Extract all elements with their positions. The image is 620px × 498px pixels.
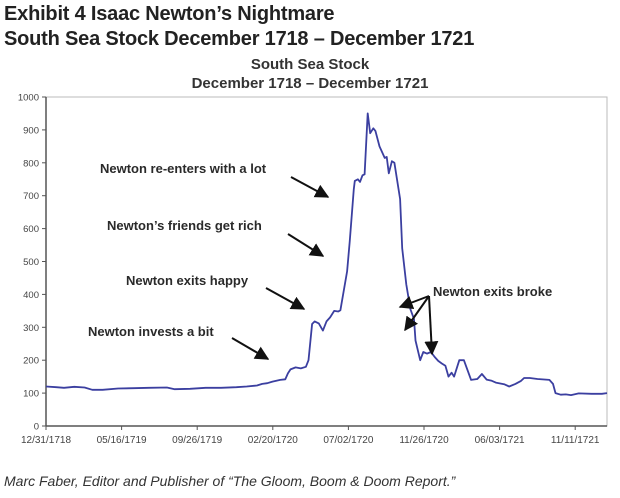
annotation-reenters: Newton re-enters with a lot bbox=[100, 161, 267, 176]
annotation-invests: Newton invests a bit bbox=[88, 324, 214, 339]
x-tick-label: 05/16/1719 bbox=[97, 435, 147, 446]
y-tick-label: 200 bbox=[23, 356, 39, 367]
annotation-exits-happy: Newton exits happy bbox=[126, 273, 249, 288]
y-tick-label: 500 bbox=[23, 257, 39, 268]
y-tick-label: 900 bbox=[23, 125, 39, 136]
y-tick-label: 700 bbox=[23, 191, 39, 202]
x-tick-label: 11/26/1720 bbox=[399, 435, 449, 446]
y-tick-label: 100 bbox=[23, 389, 39, 400]
plot-area bbox=[45, 96, 608, 427]
arrow-icon bbox=[424, 295, 439, 356]
y-tick-label: 0 bbox=[34, 422, 39, 433]
exhibit-subtitle: South Sea Stock December 1718 – December… bbox=[4, 28, 475, 50]
x-tick-label: 09/26/1719 bbox=[172, 435, 222, 446]
price-line bbox=[45, 112, 608, 396]
y-axis: 0 100 200 300 400 500 600 700 800 900 1000 bbox=[18, 93, 47, 433]
annotation-exits-broke: Newton exits broke bbox=[433, 284, 552, 299]
y-tick-label: 300 bbox=[23, 323, 39, 334]
y-tick-label: 800 bbox=[23, 158, 39, 169]
y-tick-label: 1000 bbox=[18, 93, 39, 104]
annotation-friends-rich: Newton’s friends get rich bbox=[107, 218, 262, 233]
arrow-icon bbox=[404, 295, 430, 332]
source-caption: Marc Faber, Editor and Publisher of “The… bbox=[4, 473, 456, 489]
arrow-icon bbox=[290, 176, 330, 198]
annotations: Newton invests a bit Newton exits happy … bbox=[88, 161, 552, 360]
arrow-icon bbox=[265, 287, 306, 310]
x-tick-label: 12/31/1718 bbox=[21, 435, 71, 446]
x-tick-label: 11/11/1721 bbox=[551, 435, 600, 446]
arrow-icon bbox=[231, 337, 270, 360]
chart-subtitle: December 1718 – December 1721 bbox=[191, 75, 429, 92]
y-tick-label: 600 bbox=[23, 224, 39, 235]
x-tick-label: 06/03/1721 bbox=[475, 435, 525, 446]
y-tick-label: 400 bbox=[23, 290, 39, 301]
x-axis: 12/31/1718 05/16/1719 09/26/1719 02/20/1720… bbox=[21, 425, 607, 446]
x-tick-label: 02/20/1720 bbox=[248, 435, 298, 446]
exhibit-title: Exhibit 4 Isaac Newton’s Nightmare bbox=[4, 3, 335, 25]
chart-title: South Sea Stock bbox=[250, 56, 370, 73]
arrow-icon bbox=[287, 233, 325, 257]
x-tick-label: 07/02/1720 bbox=[323, 435, 373, 446]
arrow-icon bbox=[398, 295, 430, 310]
